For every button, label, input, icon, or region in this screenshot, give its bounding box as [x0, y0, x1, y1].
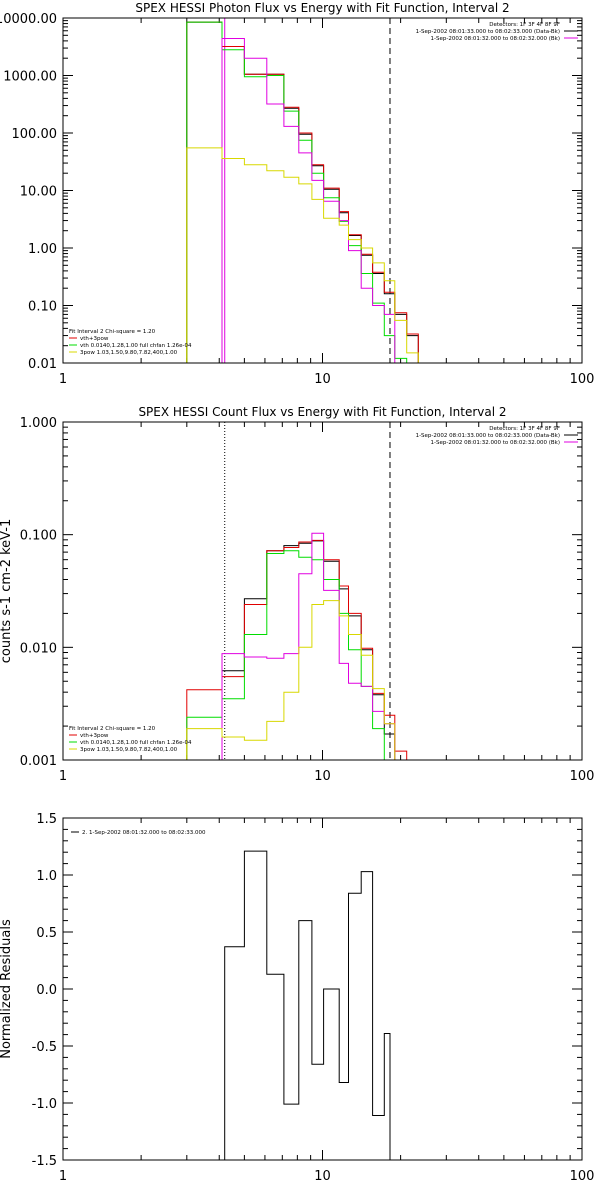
legend-entry: 3pow 1.03,1.50,9.80,7.82,400,1.00: [80, 747, 178, 753]
series-red-step: [186, 539, 408, 760]
plot-frame: [62, 421, 583, 761]
header-line: 1-Sep-2002 08:01:33.000 to 08:02:33.000 …: [416, 433, 560, 439]
chart-title: SPEX HESSI Photon Flux vs Energy with Fi…: [135, 1, 509, 15]
x-tick-label: 10: [314, 372, 331, 387]
y-tick-label: 0.01: [28, 357, 57, 372]
header-line: 1-Sep-2002 08:01:33.000 to 08:02:33.000 …: [416, 29, 560, 35]
legend-entry: vth+3pow: [80, 336, 109, 342]
y-tick-label: 0.0: [36, 983, 57, 998]
plot-frame: [62, 817, 583, 1161]
x-tick-label: 100: [570, 769, 595, 784]
y-tick-label: 0.001: [20, 754, 57, 769]
x-tick-label: 1: [59, 769, 67, 784]
y-axis-ticks: [63, 17, 582, 364]
series-magenta-step: [221, 532, 396, 760]
legend-entry: Fit Interval 2 Chi-square = 1.20: [69, 726, 156, 732]
x-axis-ticks: [62, 18, 583, 363]
x-tick-label: 100: [570, 372, 595, 387]
x-tick-label: 10: [314, 769, 331, 784]
series-green-step: [186, 21, 408, 363]
series-black-step: [221, 540, 407, 760]
chart-panel-1: SPEX HESSI Photon Flux vs Energy with Fi…: [0, 1, 594, 387]
y-tick-label: 1000.00: [3, 70, 57, 85]
legend-entry: vth 0.0140,1.28,1.00 full chfan 1.26e-04: [80, 343, 192, 349]
y-tick-label: 0.5: [36, 926, 57, 941]
y-tick-label: 10.00: [20, 185, 57, 200]
legend-entry: vth+3pow: [80, 733, 109, 739]
series-group: [186, 21, 419, 363]
series-group: [186, 532, 408, 760]
chart-title: SPEX HESSI Count Flux vs Energy with Fit…: [138, 405, 506, 419]
y-tick-label: -1.0: [32, 1097, 57, 1112]
chart-panel-3: Normalized Residuals 1 10 100 -1.5 -1.0 -0.5 0.…: [0, 812, 594, 1184]
y-tick-label: 1.0: [36, 869, 57, 884]
legend-entry: 3pow 1.03,1.50,9.80,7.82,400,1.00: [80, 350, 178, 356]
series-magenta-step: [221, 38, 396, 363]
y-tick-label: 0.010: [20, 641, 57, 656]
series-black-step: [224, 850, 391, 1160]
series-yellow-step: [186, 600, 407, 760]
y-axis-label: counts s-1 cm-2 keV-1: [0, 519, 14, 664]
y-tick-label: 10000.00: [0, 12, 57, 27]
x-axis-ticks: [62, 422, 583, 760]
y-tick-label: 0.10: [28, 300, 57, 315]
x-tick-label: 100: [570, 1169, 595, 1184]
series-yellow-step: [186, 147, 419, 363]
header-line: Detectors: 1F 3F 4F 8F 9F: [489, 22, 560, 28]
legend-entry: vth 0.0140,1.28,1.00 full chfan 1.26e-04: [80, 740, 192, 746]
legend-entry: 2. 1-Sep-2002 08:01:32.000 to 08:02:33.0…: [82, 830, 206, 836]
y-axis-label: Normalized Residuals: [0, 919, 14, 1059]
y-tick-label: 1.00: [28, 242, 57, 257]
y-tick-label: -1.5: [32, 1154, 57, 1169]
y-tick-label: 1.000: [20, 416, 57, 431]
y-tick-label: -0.5: [32, 1040, 57, 1055]
y-axis-ticks: [63, 421, 582, 761]
header-line: Detectors: 1F 3F 4F 8F 9F: [489, 426, 560, 432]
header-line: 1-Sep-2002 08:01:32.000 to 08:02:32.000 …: [431, 36, 561, 42]
x-tick-label: 10: [314, 1169, 331, 1184]
y-tick-label: 1.5: [36, 812, 57, 827]
x-tick-label: 1: [59, 372, 67, 387]
header-line: 1-Sep-2002 08:01:32.000 to 08:02:32.000 …: [431, 440, 561, 446]
legend-entry: Fit Interval 2 Chi-square = 1.20: [69, 329, 156, 335]
x-axis-ticks: [62, 818, 583, 1160]
chart-panel-2: SPEX HESSI Count Flux vs Energy with Fit…: [0, 405, 594, 784]
y-tick-label: 100.00: [12, 127, 58, 142]
y-tick-label: 0.100: [20, 529, 57, 544]
plot-frame: [62, 17, 583, 364]
series-group: [224, 850, 391, 1160]
x-tick-label: 1: [59, 1169, 67, 1184]
y-axis-ticks: [63, 817, 582, 1161]
